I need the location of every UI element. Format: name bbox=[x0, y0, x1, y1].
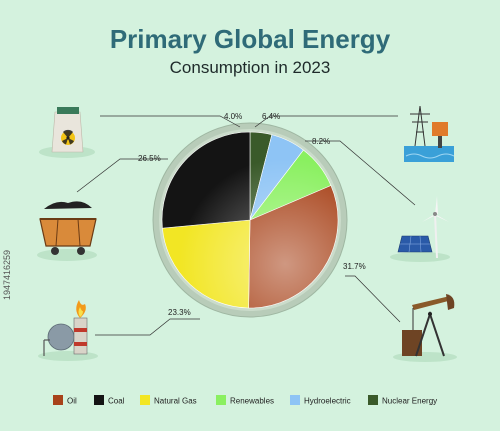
legend-label-hydroelectric: Hydroelectric bbox=[304, 397, 351, 406]
leader-line-hydro bbox=[254, 115, 398, 128]
legend-label-coal: Coal bbox=[108, 397, 125, 406]
legend-swatch-hydroelectric bbox=[290, 395, 300, 405]
leader-line-coal bbox=[76, 158, 168, 193]
label-nuclear: 4.0% bbox=[224, 112, 242, 121]
legend-swatch-renewables bbox=[216, 395, 226, 405]
legend-label-natural-gas: Natural Gas bbox=[154, 397, 197, 406]
legend-label-oil: Oil bbox=[67, 397, 77, 406]
wind-solar-icon bbox=[390, 196, 450, 262]
legend-swatch-coal bbox=[94, 395, 104, 405]
legend-label-nuclear-energy: Nuclear Energy bbox=[382, 397, 437, 406]
coal-cart-icon bbox=[37, 201, 97, 261]
pie-shine bbox=[162, 132, 338, 308]
label-renewables: 8.2% bbox=[312, 137, 330, 146]
legend-swatch-natural-gas bbox=[140, 395, 150, 405]
legend-swatch-oil bbox=[53, 395, 63, 405]
leader-line-oil bbox=[345, 275, 401, 323]
label-hydro: 6.4% bbox=[262, 112, 280, 121]
label-coal: 26.5% bbox=[138, 154, 161, 163]
leader-line-renewables bbox=[305, 140, 416, 206]
leader-line-nuclear bbox=[100, 115, 241, 128]
label-gas: 23.3% bbox=[168, 308, 191, 317]
hydro-tower-icon bbox=[404, 105, 455, 162]
legend-label-renewables: Renewables bbox=[230, 397, 274, 406]
page-subtitle: Consumption in 2023 bbox=[169, 58, 331, 77]
refinery-icon bbox=[38, 300, 98, 361]
oil-pump-icon bbox=[393, 294, 457, 362]
legend-swatch-nuclear-energy bbox=[368, 395, 378, 405]
watermark-id: 1947416259 bbox=[2, 249, 12, 300]
leader-line-gas bbox=[95, 318, 200, 336]
label-oil: 31.7% bbox=[343, 262, 366, 271]
page-title: Primary Global Energy bbox=[109, 24, 391, 54]
nuclear-plant-icon bbox=[39, 107, 95, 158]
